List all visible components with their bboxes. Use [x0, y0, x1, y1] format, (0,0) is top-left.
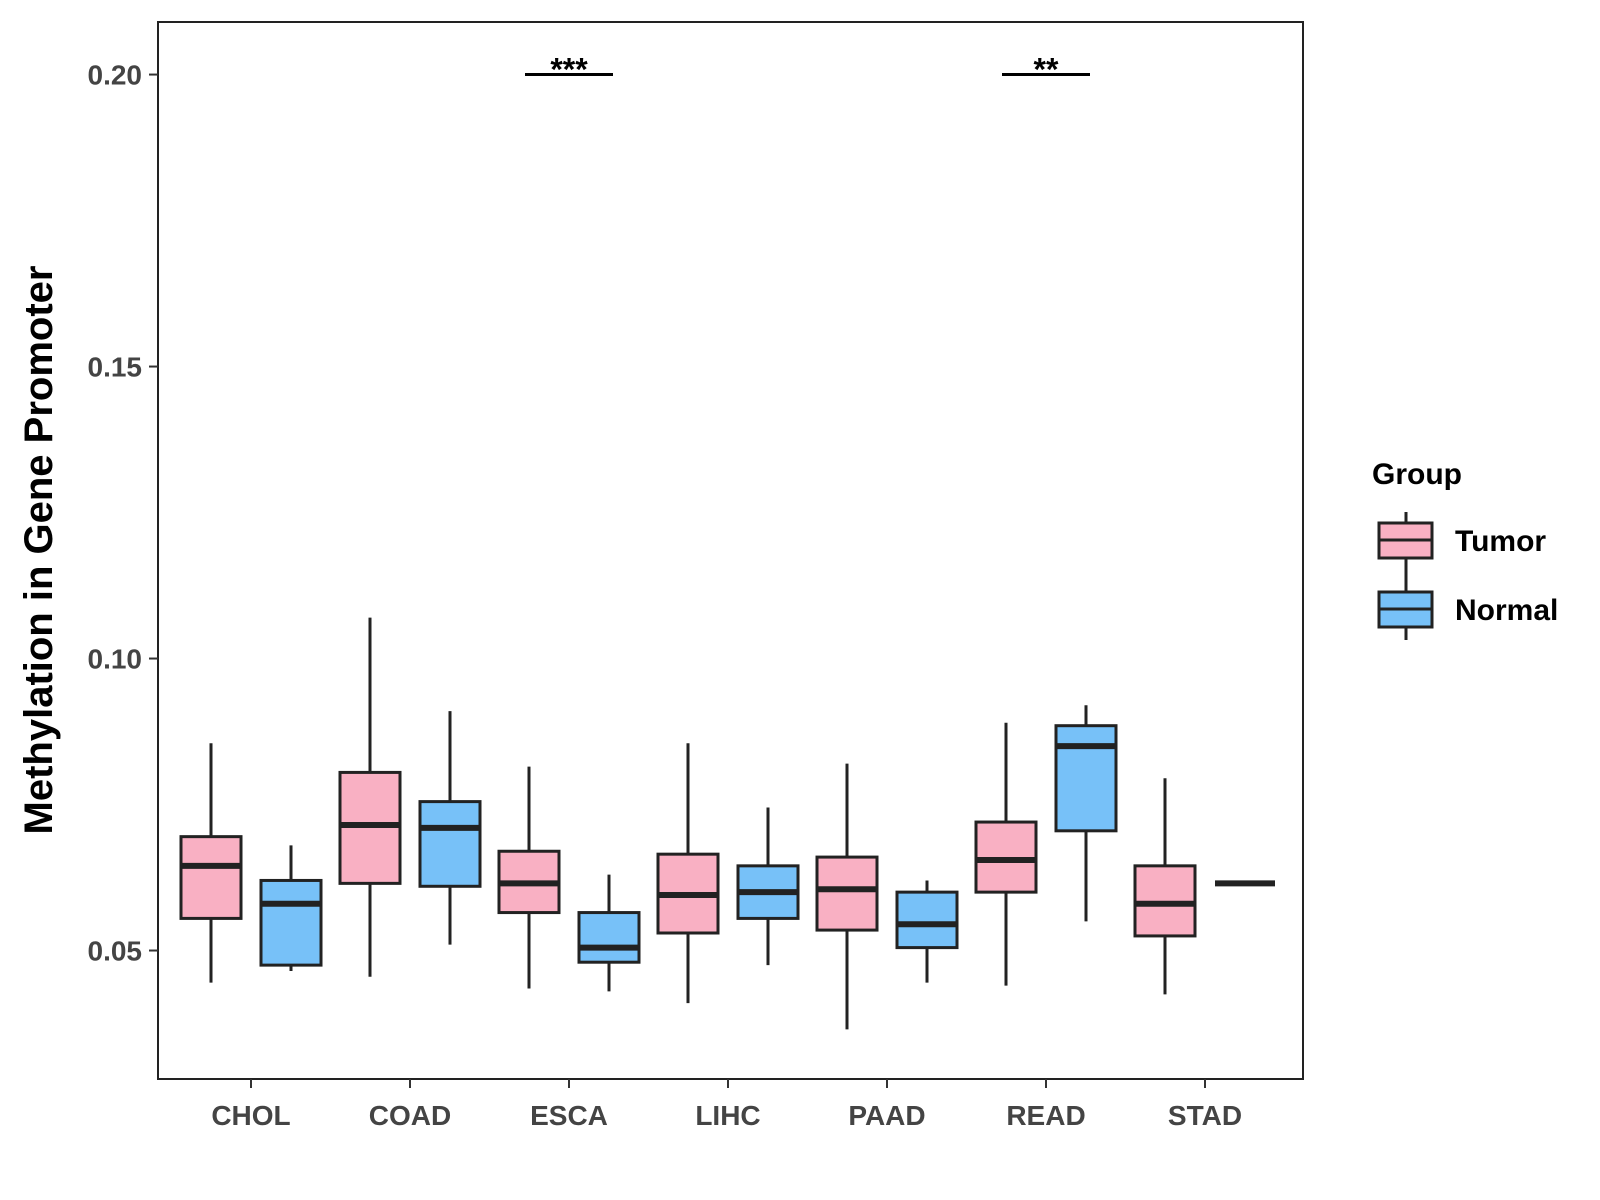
- y-axis-title: Methylation in Gene Promoter: [17, 266, 61, 835]
- box-tumor-paad: [815, 763, 879, 1030]
- box-normal-paad: [895, 880, 959, 983]
- significance-group: *** **: [525, 52, 1090, 88]
- y-axis: 0.05 0.10 0.15 0.20: [88, 60, 158, 967]
- box-normal-lihc: [736, 807, 800, 966]
- box-body: [179, 835, 243, 920]
- box-body: [815, 855, 879, 932]
- box-tumor-esca: [497, 766, 561, 989]
- legend-item-normal: Normal: [1377, 580, 1558, 640]
- box-tumor-lihc: [656, 743, 720, 1004]
- box-tumor-stad: [1133, 778, 1197, 995]
- box-normal-esca: [577, 874, 641, 992]
- x-tick-label: PAAD: [848, 1100, 925, 1131]
- plot-area: *** **: [157, 21, 1304, 1080]
- box-tumor-chol: [179, 743, 243, 983]
- significance-esca: ***: [525, 52, 613, 88]
- y-tick-label: 0.15: [88, 352, 143, 383]
- box-normal-coad: [418, 711, 482, 945]
- x-tick-label: READ: [1006, 1100, 1085, 1131]
- significance-read: **: [1002, 52, 1090, 88]
- y-tick-label: 0.05: [88, 936, 143, 967]
- y-tick-label: 0.10: [88, 644, 143, 675]
- box-normal-chol: [259, 845, 323, 971]
- x-tick-label: COAD: [369, 1100, 451, 1131]
- legend-title: Group: [1372, 458, 1462, 491]
- box-normal-read: [1054, 705, 1118, 922]
- x-tick-label: CHOL: [211, 1100, 290, 1131]
- legend: Group Tumor Normal: [1372, 458, 1558, 640]
- legend-item-tumor: Tumor: [1377, 512, 1546, 590]
- y-tick-label: 0.20: [88, 60, 143, 91]
- x-tick-label: STAD: [1168, 1100, 1242, 1131]
- box-tumor-read: [974, 722, 1038, 986]
- x-tick-label: ESCA: [530, 1100, 608, 1131]
- plot-panel-border: [157, 21, 1304, 1080]
- box-body: [418, 800, 482, 888]
- x-axis: CHOL COAD ESCA LIHC PAAD READ STAD: [211, 1079, 1242, 1131]
- box-body: [895, 890, 959, 950]
- x-tick-label: LIHC: [695, 1100, 760, 1131]
- boxes-group: [179, 617, 1275, 1030]
- significance-label: **: [1034, 52, 1059, 88]
- box-body: [577, 911, 641, 964]
- legend-tumor-label: Tumor: [1455, 525, 1546, 558]
- box-tumor-coad: [338, 617, 402, 977]
- significance-label: ***: [550, 52, 588, 88]
- box-body: [1054, 724, 1118, 833]
- legend-normal-label: Normal: [1455, 594, 1558, 627]
- box-body: [259, 878, 323, 967]
